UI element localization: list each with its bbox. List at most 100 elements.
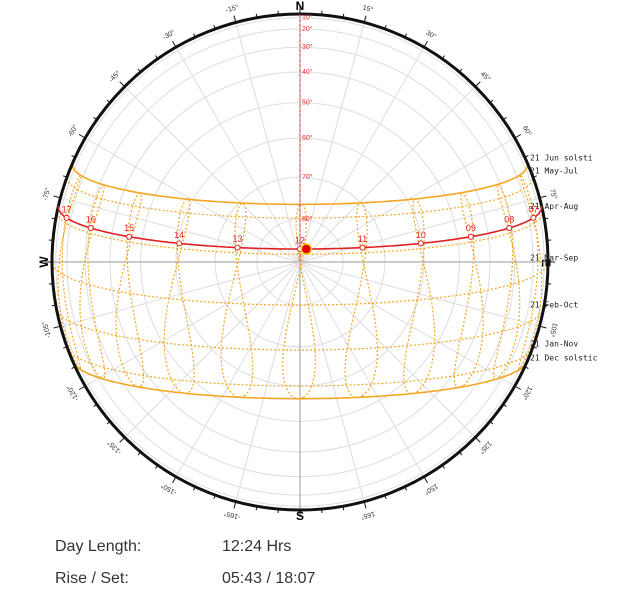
ring-tick [544, 217, 549, 220]
ring-tick [544, 304, 549, 307]
azimuth-label: 60° [521, 124, 533, 137]
ring-tick [489, 421, 494, 425]
altitude-label: 80° [302, 215, 313, 223]
ring-tick [213, 494, 216, 499]
hour-label: 17 [62, 204, 72, 214]
azimuth-label: -165° [223, 509, 242, 521]
date-label: 21 May-Jul [530, 167, 578, 176]
azimuth-spoke [124, 261, 301, 438]
ring-tick [342, 13, 345, 18]
azimuth-label: -105° [41, 320, 53, 339]
azimuth-spoke [299, 22, 365, 263]
hour-label: 10 [416, 230, 426, 240]
date-label: 21 Dec solstic [530, 354, 598, 363]
rise-set-value: 05:43 / 18:07 [222, 570, 316, 587]
ring-tick [524, 155, 529, 158]
hour-label: 16 [86, 214, 96, 224]
ring-tick [233, 501, 237, 509]
ring-tick [539, 325, 547, 329]
azimuth-label: 120° [520, 385, 534, 402]
azimuth-spoke [124, 86, 301, 263]
azimuth-spoke [299, 46, 425, 263]
ring-tick [71, 155, 76, 158]
hour-label: 09 [466, 223, 476, 233]
azimuth-spoke [299, 261, 516, 387]
azimuth-spoke [299, 261, 365, 502]
ring-tick [423, 40, 428, 48]
hour-line [79, 184, 106, 380]
altitude-label: 60° [302, 134, 313, 142]
ring-tick [193, 486, 196, 491]
ring-tick [384, 25, 387, 30]
ring-tick [51, 304, 56, 307]
hour-marker [234, 244, 241, 251]
altitude-label: 10° [302, 14, 313, 22]
altitude-label: 70° [302, 173, 313, 181]
azimuth-spoke [175, 46, 301, 263]
date-curve [66, 175, 534, 219]
ring-tick [53, 195, 61, 199]
altitude-label: 40° [302, 68, 313, 76]
day-length-value: 12:24 Hrs [222, 538, 292, 555]
hour-line [220, 202, 254, 398]
ring-tick [51, 217, 56, 220]
hour-marker [417, 240, 424, 247]
date-curve [66, 348, 534, 387]
ring-tick [404, 33, 407, 38]
ring-tick [233, 15, 237, 23]
hour-line [115, 192, 145, 388]
ring-tick [524, 366, 529, 369]
ring-tick [172, 476, 177, 484]
ring-tick [119, 437, 125, 443]
azimuth-spoke [299, 86, 476, 263]
azimuth-spoke [299, 197, 540, 263]
day-length-label: Day Length: [55, 538, 142, 555]
hour-line [493, 183, 521, 380]
hour-label: 12 [295, 235, 305, 245]
ring-tick [155, 55, 159, 60]
date-curve [51, 262, 549, 306]
ring-tick [475, 81, 481, 87]
azimuth-label: -120° [65, 384, 80, 403]
altitude-label: 30° [302, 43, 313, 51]
hour-marker [506, 225, 513, 232]
hour-line [453, 192, 484, 388]
azimuth-spoke [299, 261, 425, 478]
ring-tick [63, 346, 68, 349]
azimuth-spoke [60, 197, 301, 263]
compass-east: E [539, 259, 553, 267]
azimuth-spoke [299, 261, 540, 327]
ring-tick [423, 476, 428, 484]
ring-tick [137, 68, 141, 73]
hour-line [163, 198, 195, 394]
azimuth-label: -15° [225, 3, 240, 14]
ring-tick [532, 175, 537, 178]
azimuth-label: -150° [159, 481, 178, 496]
hour-line [344, 202, 378, 399]
azimuth-label: -75° [41, 187, 52, 202]
ring-tick [489, 99, 494, 103]
hour-label: 14 [174, 230, 184, 240]
date-label: 21 Mar-Sep [530, 254, 578, 263]
azimuth-spoke [299, 261, 476, 438]
azimuth-spoke [235, 22, 301, 263]
ring-tick [342, 506, 345, 511]
azimuth-label: 15° [362, 4, 374, 15]
ring-tick [384, 494, 387, 499]
ring-tick [78, 134, 86, 139]
ring-tick [106, 421, 111, 425]
ring-tick [155, 464, 159, 469]
ring-tick [475, 437, 481, 443]
compass-west: W [37, 256, 51, 268]
azimuth-label: 30° [424, 29, 437, 41]
sky-layer [45, 7, 555, 517]
ring-tick [53, 325, 61, 329]
hour-marker [467, 233, 474, 240]
date-curve [55, 309, 545, 351]
ring-tick [106, 99, 111, 103]
ring-tick [363, 15, 367, 23]
ring-tick [363, 501, 367, 509]
azimuth-label: 45° [479, 70, 492, 83]
azimuth-label: 165° [360, 510, 376, 522]
hour-marker [87, 225, 94, 232]
